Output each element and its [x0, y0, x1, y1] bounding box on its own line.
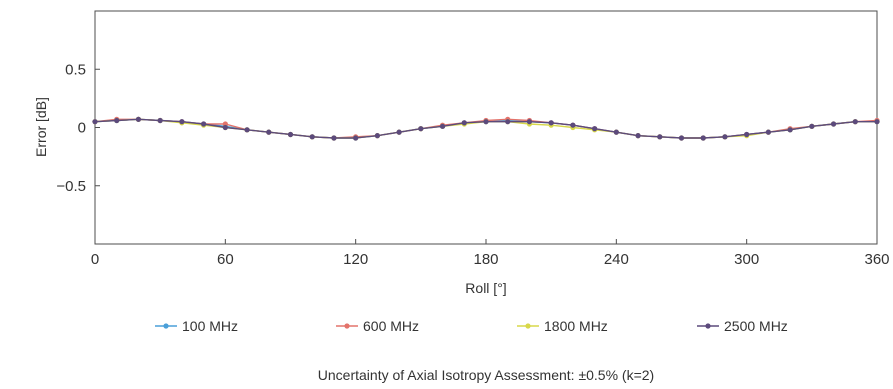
data-point-2500-mhz [179, 119, 185, 125]
data-point-2500-mhz [418, 126, 424, 132]
x-tick-label: 60 [217, 251, 234, 268]
x-tick-label: 0 [91, 251, 99, 268]
data-point-2500-mhz [570, 122, 576, 128]
data-point-2500-mhz [396, 129, 402, 135]
data-point-2500-mhz [157, 117, 163, 124]
data-point-2500-mhz [374, 133, 380, 139]
plot-area [94, 10, 878, 245]
x-tick-label: 360 [864, 251, 889, 268]
data-point-2500-mhz [439, 123, 446, 129]
data-point-2500-mhz [526, 119, 533, 125]
legend-swatch-marker-600-mhz [344, 323, 350, 329]
data-point-2500-mhz [309, 134, 315, 140]
x-tick-label: 300 [734, 251, 759, 268]
data-point-2500-mhz [353, 135, 359, 141]
data-point-2500-mhz [744, 131, 750, 138]
legend-swatch-marker-1800-mhz [525, 323, 531, 329]
x-axis-title: Roll [°] [465, 280, 506, 296]
y-tick-label: 0.5 [65, 61, 86, 78]
legend: 100 MHz 600 MHz 1800 MHz 2500 MHz [155, 318, 788, 334]
data-point-2500-mhz [201, 121, 207, 127]
caption: Uncertainty of Axial Isotropy Assessment… [318, 367, 654, 383]
legend-label-1800-mhz: 1800 MHz [544, 318, 608, 334]
data-point-2500-mhz [592, 126, 598, 132]
x-tick-label: 240 [604, 251, 629, 268]
data-point-2500-mhz [135, 116, 142, 122]
data-point-2500-mhz [852, 119, 858, 125]
data-point-2500-mhz [657, 134, 663, 140]
data-point-2500-mhz [548, 120, 554, 126]
y-tick-label: −0.5 [56, 178, 86, 195]
legend-label-600-mhz: 600 MHz [363, 318, 419, 334]
legend-label-2500-mhz: 2500 MHz [724, 318, 788, 334]
data-point-2500-mhz [505, 119, 511, 125]
data-point-2500-mhz [266, 129, 272, 135]
legend-label-100-mhz: 100 MHz [182, 318, 238, 334]
data-point-2500-mhz [722, 134, 728, 140]
x-tick-label: 120 [343, 251, 368, 268]
data-point-2500-mhz [287, 131, 294, 138]
data-point-2500-mhz [461, 120, 467, 126]
data-point-2500-mhz [809, 123, 815, 129]
y-tick-label: 0 [78, 120, 86, 137]
data-point-2500-mhz [635, 133, 641, 139]
data-point-2500-mhz [114, 117, 120, 124]
x-axis-ticks: 0 60 120 180 240 300 360 [91, 239, 890, 268]
data-point-2500-mhz [483, 119, 489, 125]
data-point-2500-mhz [222, 124, 228, 131]
data-point-2500-mhz [92, 119, 98, 125]
data-point-2500-mhz [874, 119, 880, 125]
data-point-2500-mhz [244, 127, 250, 133]
y-axis-title: Error [dB] [33, 97, 49, 157]
data-point-2500-mhz [613, 129, 619, 135]
y-axis-ticks: 0.5 0 −0.5 [56, 61, 100, 195]
data-point-2500-mhz [765, 129, 771, 135]
legend-swatch-marker-2500-mhz [705, 323, 711, 329]
series-layer [92, 116, 880, 141]
x-tick-label: 180 [473, 251, 498, 268]
legend-swatch-marker-100-mhz [163, 323, 169, 329]
data-point-2500-mhz [787, 127, 793, 133]
data-point-2500-mhz [678, 135, 685, 141]
data-point-2500-mhz [830, 121, 837, 127]
data-point-2500-mhz [700, 135, 706, 141]
data-point-2500-mhz [331, 135, 337, 141]
